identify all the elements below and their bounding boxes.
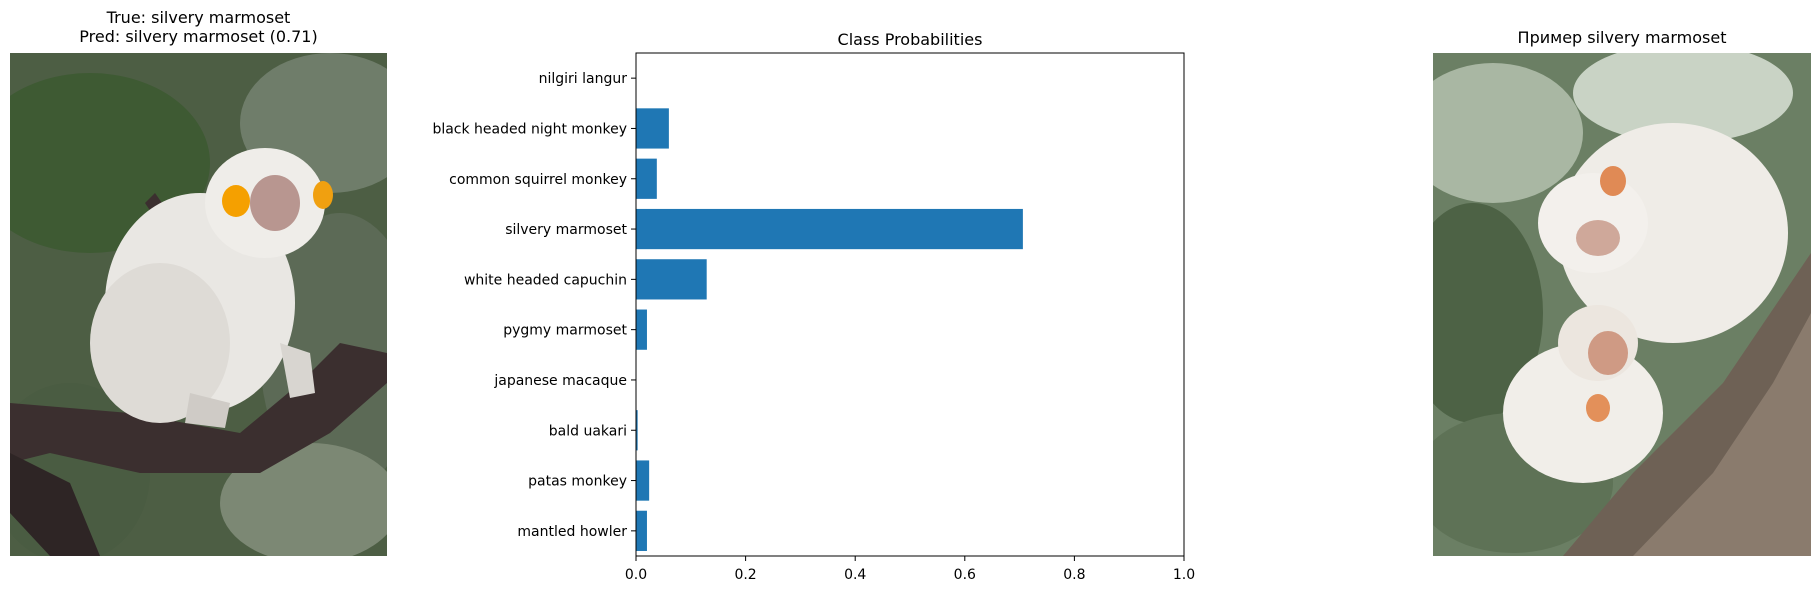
y-tick-label: japanese macaque [493, 373, 627, 389]
pred-label-line: Pred: silvery marmoset (0.71) [79, 27, 318, 46]
bar-patas-monkey [636, 460, 650, 501]
example-photo [1433, 53, 1811, 556]
y-tick-label: pygmy marmoset [503, 323, 627, 339]
y-tick-label: silvery marmoset [505, 222, 627, 238]
x-tick-label: 1.0 [1173, 567, 1195, 583]
bar-bald-uakari [636, 410, 638, 451]
input-photo [10, 53, 387, 556]
x-tick-label: 0.8 [1063, 567, 1085, 583]
x-tick-label: 0.0 [625, 567, 647, 583]
bar-white-headed-capuchin [636, 259, 707, 300]
bar-common-squirrel-monkey [636, 158, 657, 199]
y-tick-label: bald uakari [549, 423, 627, 439]
bar-black-headed-night-monkey [636, 108, 669, 149]
bar-mantled-howler [636, 510, 647, 551]
x-tick-label: 0.6 [954, 567, 976, 583]
y-axis-ticks: nilgiri langur black headed night monkey c… [432, 71, 636, 540]
bar-silvery-marmoset [636, 208, 1023, 250]
chart-title: Class Probabilities [838, 30, 983, 49]
y-tick-label: common squirrel monkey [449, 172, 627, 188]
y-tick-label: patas monkey [528, 474, 627, 490]
y-tick-label: nilgiri langur [539, 71, 628, 87]
true-label-line: True: silvery marmoset [106, 8, 291, 27]
x-tick-label: 0.4 [844, 567, 866, 583]
y-tick-label: white headed capuchin [464, 272, 627, 288]
bar-pygmy-marmoset [636, 309, 647, 350]
bars-group [636, 108, 1023, 551]
y-tick-label: black headed night monkey [432, 121, 627, 137]
plot-frame [635, 52, 1185, 557]
x-tick-label: 0.2 [734, 567, 756, 583]
x-axis-ticks: 0.0 0.2 0.4 0.6 0.8 1.0 [625, 556, 1195, 583]
example-photo-title: Пример silvery marmoset [1517, 28, 1727, 47]
y-tick-label: mantled howler [517, 524, 627, 540]
left-photo-title: True: silvery marmoset Pred: silvery mar… [10, 8, 387, 46]
